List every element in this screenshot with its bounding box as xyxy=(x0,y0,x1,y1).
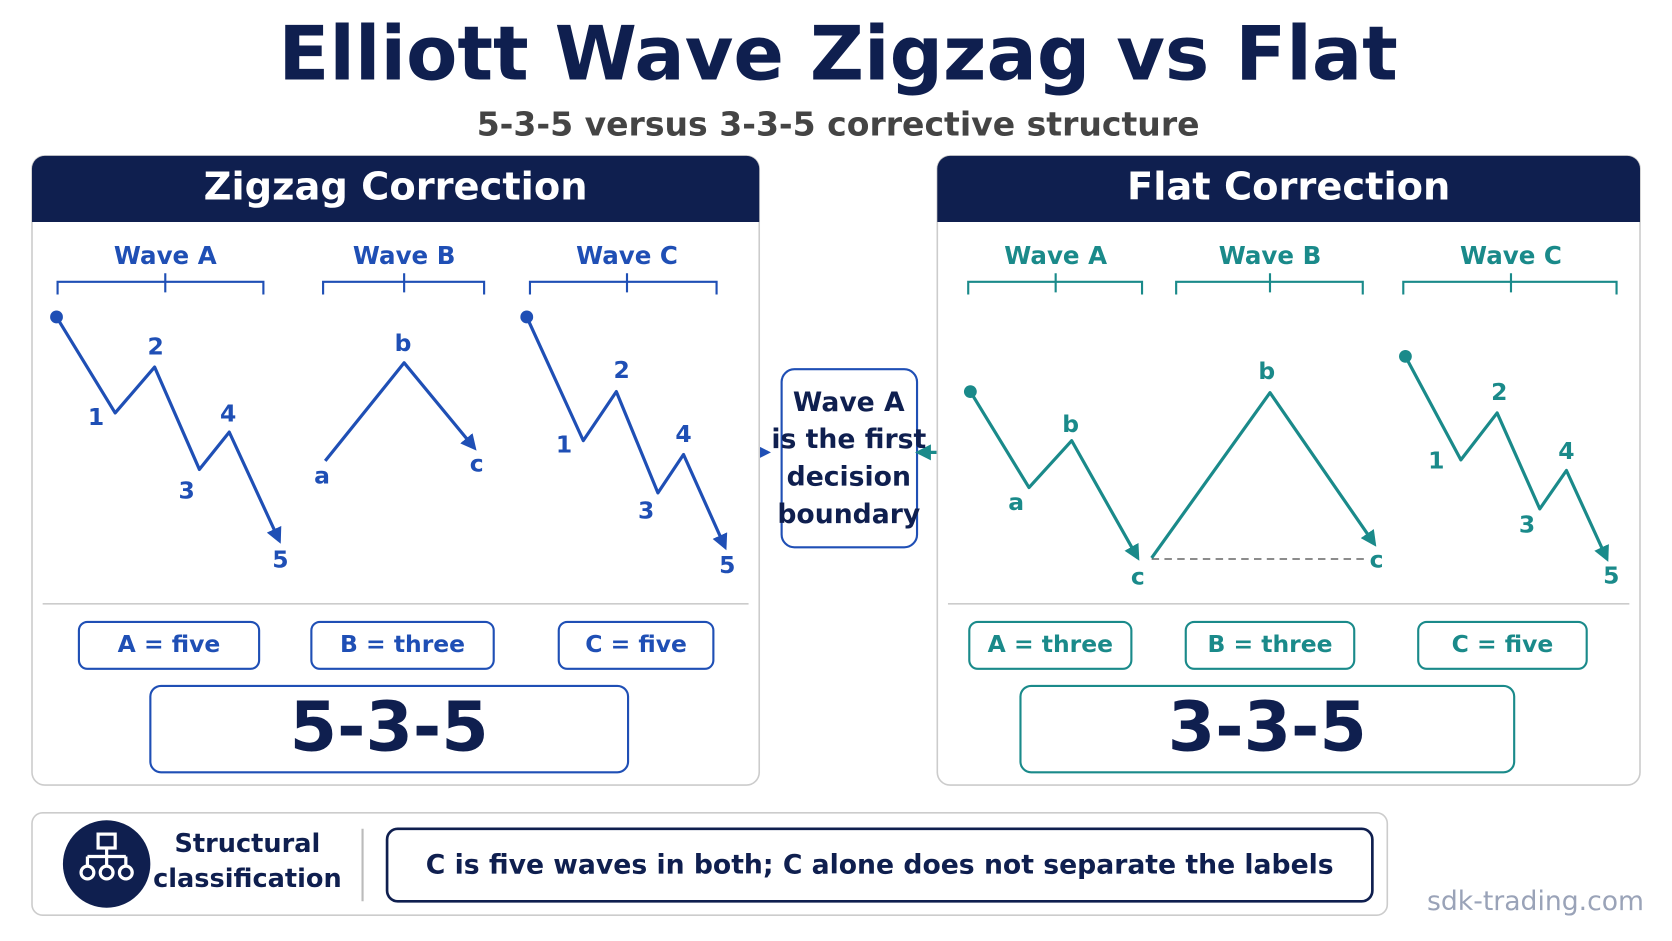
wave-point-label: c xyxy=(1131,563,1145,591)
start-dot xyxy=(50,310,63,324)
tag-box xyxy=(557,620,715,670)
wave-point-label: 2 xyxy=(148,332,164,360)
bracket xyxy=(528,273,718,295)
wave-point-label: b xyxy=(1258,357,1275,385)
wave-point-label: 3 xyxy=(638,497,654,525)
wave-point-label: 4 xyxy=(675,420,691,448)
bracket xyxy=(322,273,486,295)
tag-box xyxy=(1184,620,1356,670)
wave-point-label: b xyxy=(1062,410,1079,438)
wave-point-label: 1 xyxy=(556,430,572,458)
wave-point-label: a xyxy=(314,461,330,489)
wave-path xyxy=(323,361,477,462)
wave-point-label: a xyxy=(1008,488,1024,516)
code-box xyxy=(1019,684,1516,774)
tag: C = five xyxy=(1452,630,1554,658)
tag-box xyxy=(77,620,261,670)
wave-point-label: 5 xyxy=(1603,562,1619,590)
start-dot xyxy=(963,385,977,398)
title: Elliott Wave Zigzag vs Flat xyxy=(278,10,1397,97)
wave-path xyxy=(525,316,728,551)
panel-title: Flat Correction xyxy=(1127,164,1450,209)
wave-point-label: 4 xyxy=(220,400,236,428)
tag: C = five xyxy=(585,630,687,658)
subtitle: 5-3-5 versus 3-3-5 corrective structure xyxy=(477,105,1200,144)
wave-name: Wave C xyxy=(1460,241,1562,270)
panel-header xyxy=(937,155,1641,223)
tag-box xyxy=(310,620,495,670)
bracket xyxy=(1175,273,1364,295)
wave-point-label: 3 xyxy=(1519,510,1535,538)
tag: A = five xyxy=(118,630,221,658)
code-box xyxy=(149,684,630,774)
statement-box xyxy=(385,827,1374,903)
wave-point-label: 1 xyxy=(88,403,104,431)
wave-point-label: c xyxy=(470,450,484,478)
wave-path xyxy=(1404,355,1609,562)
tag: B = three xyxy=(340,630,465,658)
tag-box xyxy=(968,620,1133,670)
wave-path xyxy=(55,316,282,544)
code: 5-3-5 xyxy=(290,688,489,767)
bracket xyxy=(1402,273,1618,295)
wave-point-label: 2 xyxy=(1491,378,1507,406)
statement: C is five waves in both; C alone does no… xyxy=(426,850,1334,881)
start-dot xyxy=(1399,350,1412,363)
wave-point-label: 5 xyxy=(272,546,288,574)
tag: B = three xyxy=(1207,630,1332,658)
wave-point-label: b xyxy=(395,329,412,357)
wave-point-label: 1 xyxy=(1428,446,1444,474)
hierarchy-icon xyxy=(79,832,134,881)
wave-name: Wave A xyxy=(1004,241,1107,270)
footer-label: classification xyxy=(153,864,342,894)
code: 3-3-5 xyxy=(1168,688,1367,767)
wave-name: Wave A xyxy=(114,241,217,270)
footer-label: Structural xyxy=(175,829,321,859)
wave-point-label: 5 xyxy=(719,551,735,579)
panel-header xyxy=(31,155,760,223)
wave-point-label: 4 xyxy=(1558,437,1574,465)
note-line: decision xyxy=(787,461,911,492)
wave-point-label: c xyxy=(1370,546,1384,574)
wave-point-label: 3 xyxy=(178,476,194,504)
bracket xyxy=(56,273,265,295)
tag-box xyxy=(1417,620,1588,670)
wave-path xyxy=(1150,391,1377,559)
wave-path xyxy=(968,390,1140,561)
wave-point-label: 2 xyxy=(614,356,630,384)
tag: A = three xyxy=(988,630,1113,658)
start-dot xyxy=(520,310,534,324)
note-line: boundary xyxy=(777,499,920,530)
note-line: is the first xyxy=(771,424,926,455)
panel-title: Zigzag Correction xyxy=(204,164,588,209)
wave-name: Wave B xyxy=(1219,241,1322,270)
note-line: Wave A xyxy=(793,387,905,418)
wave-name: Wave C xyxy=(576,241,678,270)
bracket xyxy=(967,273,1144,295)
wave-name: Wave B xyxy=(353,241,456,270)
site: sdk-trading.com xyxy=(1427,886,1644,917)
